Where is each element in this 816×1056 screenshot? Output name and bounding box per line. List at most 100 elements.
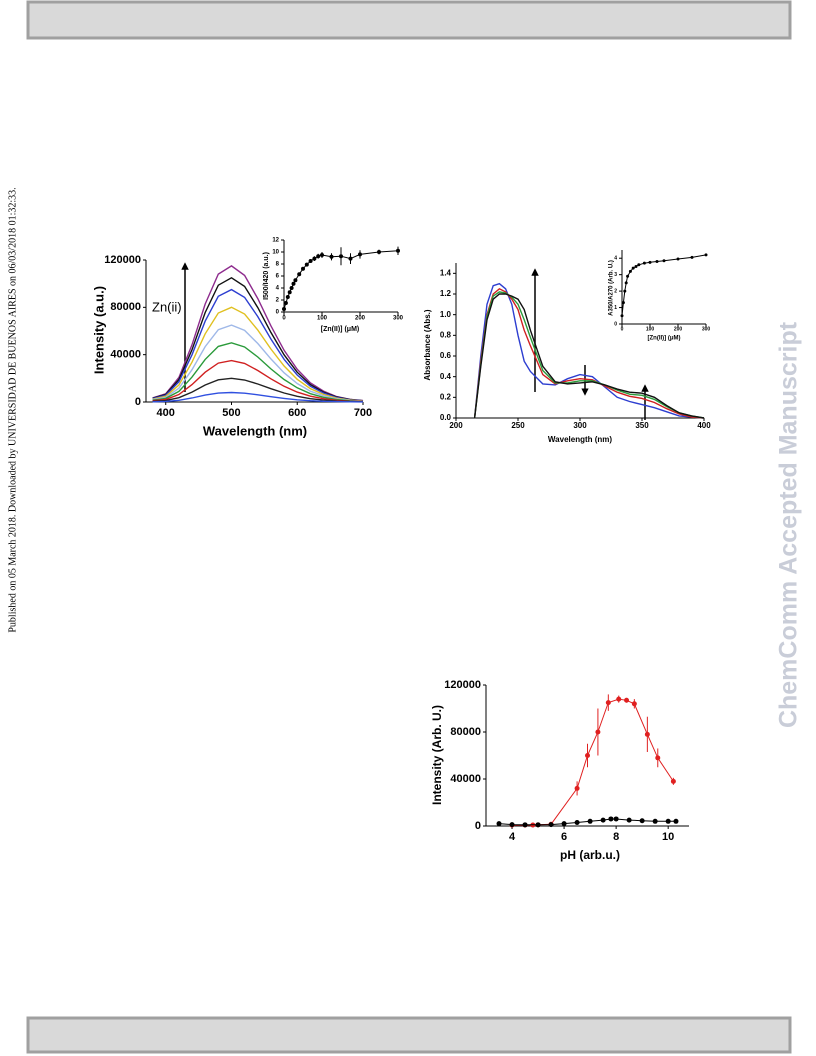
spectrum-line: [473, 282, 705, 419]
y-tick-label: 40000: [110, 349, 141, 361]
y-tick-label: 8: [276, 262, 280, 268]
y-tick-label: 0.4: [440, 372, 452, 381]
data-point: [670, 778, 676, 784]
data-point: [574, 819, 580, 825]
y-tick-label: 40000: [450, 773, 481, 785]
y-tick-label: 0.0: [440, 413, 452, 422]
data-point: [320, 253, 324, 257]
y-tick-label: 4: [614, 256, 617, 262]
spectrum-line: [473, 293, 705, 419]
data-point: [634, 264, 638, 268]
x-tick-label: 6: [561, 831, 567, 843]
data-point: [626, 274, 630, 278]
data-point: [624, 697, 630, 703]
y-tick-label: 0: [135, 396, 141, 408]
annotation: Zn(ii): [152, 299, 182, 314]
y-tick-label: 1: [614, 305, 617, 311]
y-tick-label: 1.2: [440, 289, 452, 298]
x-tick-label: 700: [354, 407, 372, 419]
x-tick-label: 200: [674, 326, 683, 332]
y-tick-label: 0.6: [440, 351, 452, 360]
data-point: [608, 816, 614, 822]
x-tick-label: 300: [393, 316, 404, 322]
data-point: [358, 252, 362, 257]
data-point: [509, 822, 515, 828]
data-point: [639, 818, 645, 824]
x-tick-label: 600: [288, 407, 306, 419]
data-point: [297, 272, 302, 277]
y-axis-label: Intensity (a.u.): [91, 286, 106, 374]
y-tick-label: 0: [475, 820, 481, 832]
x-tick-label: 4: [509, 831, 516, 843]
data-point: [655, 755, 661, 761]
data-point: [312, 256, 317, 261]
y-tick-label: 80000: [450, 726, 481, 738]
data-point: [595, 729, 601, 735]
header-bar: [26, 0, 792, 40]
y-tick-label: 0: [614, 321, 617, 327]
y-tick-label: 10: [272, 250, 279, 256]
x-tick-label: 200: [449, 421, 463, 430]
data-point: [626, 817, 632, 823]
data-point: [283, 301, 288, 305]
data-point: [662, 259, 666, 263]
data-point: [377, 250, 381, 254]
spectrum-line: [152, 288, 364, 402]
data-point: [289, 286, 294, 290]
data-point: [496, 821, 502, 827]
footer-bar: [26, 1016, 792, 1054]
data-point: [329, 254, 334, 259]
spectrum-line: [152, 306, 364, 402]
data-point: [704, 253, 708, 257]
y-tick-label: 0.2: [440, 392, 452, 401]
data-point: [655, 260, 659, 264]
spectrum-line: [473, 291, 705, 419]
data-point: [304, 262, 309, 267]
y-tick-label: 12: [272, 238, 279, 244]
spectrum-line: [152, 377, 364, 403]
data-point: [631, 701, 637, 707]
data-point: [339, 254, 343, 259]
spectrum-line: [152, 391, 364, 403]
x-tick-label: 500: [222, 407, 240, 419]
data-point: [522, 822, 528, 828]
x-tick-label: 250: [511, 421, 525, 430]
x-axis-label: pH (arb.u.): [560, 848, 620, 862]
data-point: [535, 822, 541, 828]
data-point: [605, 700, 611, 706]
data-point: [665, 818, 671, 824]
download-notice: Published on 05 March 2018. Downloaded b…: [7, 187, 18, 632]
data-point: [287, 290, 292, 295]
data-point: [293, 278, 298, 283]
y-axis-label: A350/A270 (Arb. U.): [609, 260, 615, 316]
x-tick-label: 8: [613, 831, 619, 843]
data-point: [600, 817, 606, 823]
data-point: [642, 261, 646, 265]
data-point: [620, 314, 624, 318]
data-point: [396, 248, 400, 253]
x-axis-label: Wavelength (nm): [203, 423, 307, 438]
data-point: [613, 816, 619, 822]
x-axis-label: [Zn(II)] (μM): [648, 336, 681, 342]
data-point: [574, 785, 580, 791]
watermark: ChemComm Accepted Manuscript: [775, 321, 803, 728]
fit-line: [621, 254, 707, 316]
data-point: [673, 818, 679, 824]
data-point: [348, 256, 353, 261]
x-tick-label: 400: [157, 407, 175, 419]
data-point: [628, 269, 632, 273]
data-point: [291, 281, 296, 286]
y-tick-label: 3: [614, 272, 617, 278]
y-tick-label: 1.0: [440, 310, 452, 319]
data-point: [623, 289, 627, 293]
y-tick-label: 0: [276, 310, 280, 316]
data-point: [690, 255, 694, 259]
x-tick-label: 10: [662, 831, 674, 843]
data-point: [676, 257, 680, 261]
fit-line: [512, 698, 674, 826]
y-tick-label: 4: [276, 286, 280, 292]
data-point: [587, 818, 593, 824]
y-tick-label: 120000: [104, 254, 141, 266]
